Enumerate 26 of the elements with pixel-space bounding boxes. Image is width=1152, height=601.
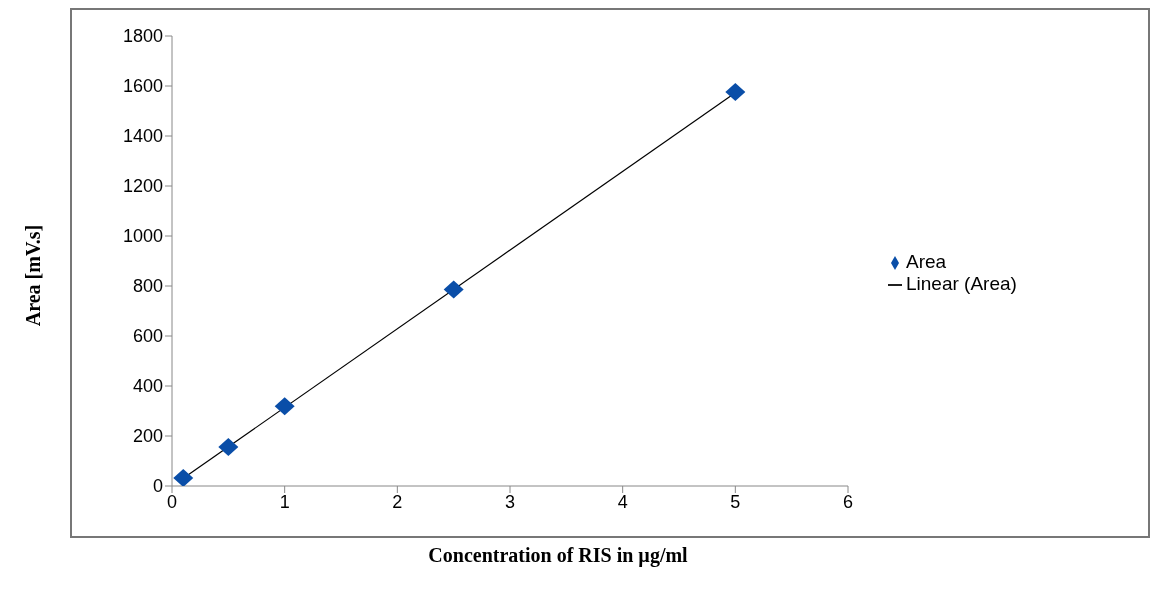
y-tick-label: 1800 [122, 26, 163, 47]
y-tick-label: 0 [152, 476, 163, 497]
x-tick-label: 3 [504, 491, 516, 512]
point [173, 469, 194, 486]
x-tick-label: 6 [842, 491, 854, 512]
y-tick-label: 1400 [122, 126, 163, 147]
x-tick-label: 1 [279, 491, 290, 512]
y-tick-label: 800 [132, 276, 163, 297]
legend-label: Area [906, 251, 947, 272]
y-tick-label: 600 [132, 326, 163, 347]
x-axis-title: Concentration of RIS in µg/ml [427, 544, 689, 567]
y-tick-label: 200 [132, 426, 163, 447]
x-tick-label: 0 [166, 491, 178, 512]
y-tick-label: 1000 [122, 226, 163, 247]
y-tick-label: 1200 [122, 176, 163, 197]
point [218, 438, 239, 456]
point [725, 83, 746, 101]
y-axis-title: Area [mV.s] [22, 224, 46, 326]
point [274, 397, 295, 416]
point [443, 280, 464, 299]
x-tick-label: 2 [392, 491, 403, 512]
x-tick-label: 5 [730, 491, 741, 512]
y-tick-label: 400 [132, 376, 163, 397]
x-tick-label: 4 [617, 491, 628, 512]
y-tick-label: 1600 [122, 76, 163, 97]
legend-label: Linear (Area) [906, 273, 1017, 294]
